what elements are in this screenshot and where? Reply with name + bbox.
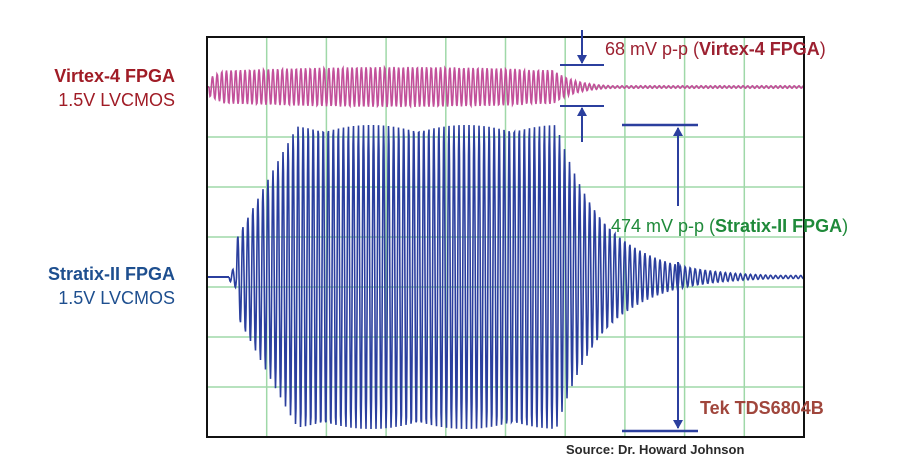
- virtex-amplitude-value: 68 mV p-p (: [605, 39, 700, 59]
- virtex-waveform: [208, 64, 805, 109]
- stratix-io-standard: 1.5V LVCMOS: [58, 288, 175, 308]
- virtex-amplitude-close: ): [819, 39, 826, 59]
- scope-frame: [206, 36, 805, 438]
- stratix-trace-label: Stratix-II FPGA 1.5V LVCMOS: [0, 262, 175, 310]
- virtex-io-standard: 1.5V LVCMOS: [58, 90, 175, 110]
- stratix-amplitude-device: Stratix-II FPGA: [715, 216, 843, 236]
- virtex-arrowhead-bottom: [577, 107, 587, 116]
- virtex-arrowhead-top: [577, 55, 587, 64]
- stratix-amplitude-close: ): [842, 216, 849, 236]
- source-credit: Source: Dr. Howard Johnson: [566, 442, 745, 457]
- virtex-device-name: Virtex-4 FPGA: [54, 66, 175, 86]
- virtex-amplitude-annotation: 68 mV p-p (Virtex-4 FPGA): [605, 39, 826, 60]
- stratix-waveform: [228, 124, 805, 430]
- stratix-device-name: Stratix-II FPGA: [47, 264, 175, 284]
- virtex-trace-label: Virtex-4 FPGA 1.5V LVCMOS: [0, 64, 175, 112]
- instrument-label: Tek TDS6804B: [700, 398, 824, 418]
- stratix-arrowhead-bottom: [673, 420, 683, 429]
- stratix-trace: [207, 124, 805, 430]
- stratix-amplitude-annotation: 474 mV p-p (Stratix-II FPGA): [611, 216, 848, 237]
- stratix-amplitude-value: 474 mV p-p (: [611, 216, 716, 236]
- virtex-amplitude-device: Virtex-4 FPGA: [699, 39, 820, 59]
- measurement-markers: [560, 30, 698, 433]
- stratix-arrowhead-top: [673, 127, 683, 136]
